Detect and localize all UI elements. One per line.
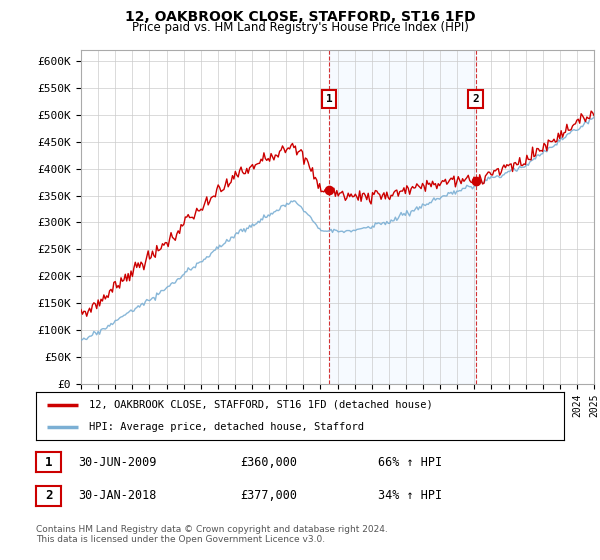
Text: £360,000: £360,000 (240, 455, 297, 469)
Text: 2: 2 (45, 489, 52, 502)
Text: £377,000: £377,000 (240, 489, 297, 502)
Text: 1: 1 (326, 94, 332, 104)
Text: 66% ↑ HPI: 66% ↑ HPI (378, 455, 442, 469)
Text: 1: 1 (45, 455, 52, 469)
Text: Price paid vs. HM Land Registry's House Price Index (HPI): Price paid vs. HM Land Registry's House … (131, 21, 469, 34)
Text: 34% ↑ HPI: 34% ↑ HPI (378, 489, 442, 502)
Bar (329, 50, 476, 384)
Text: 30-JUN-2009: 30-JUN-2009 (78, 455, 157, 469)
Text: Contains HM Land Registry data © Crown copyright and database right 2024.: Contains HM Land Registry data © Crown c… (36, 525, 388, 534)
Text: 2: 2 (472, 94, 479, 104)
Text: HPI: Average price, detached house, Stafford: HPI: Average price, detached house, Staf… (89, 422, 364, 432)
Text: 12, OAKBROOK CLOSE, STAFFORD, ST16 1FD (detached house): 12, OAKBROOK CLOSE, STAFFORD, ST16 1FD (… (89, 400, 433, 410)
Text: 12, OAKBROOK CLOSE, STAFFORD, ST16 1FD: 12, OAKBROOK CLOSE, STAFFORD, ST16 1FD (125, 10, 475, 24)
Text: This data is licensed under the Open Government Licence v3.0.: This data is licensed under the Open Gov… (36, 535, 325, 544)
Text: 30-JAN-2018: 30-JAN-2018 (78, 489, 157, 502)
